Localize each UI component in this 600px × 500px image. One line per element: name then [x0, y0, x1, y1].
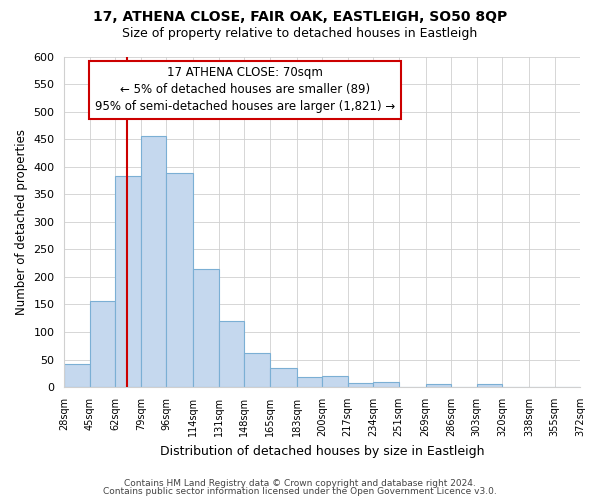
- Text: 17 ATHENA CLOSE: 70sqm
← 5% of detached houses are smaller (89)
95% of semi-deta: 17 ATHENA CLOSE: 70sqm ← 5% of detached …: [95, 66, 395, 114]
- Bar: [373, 382, 398, 387]
- Bar: [64, 364, 90, 387]
- X-axis label: Distribution of detached houses by size in Eastleigh: Distribution of detached houses by size …: [160, 444, 484, 458]
- Y-axis label: Number of detached properties: Number of detached properties: [15, 129, 28, 315]
- Bar: [219, 321, 244, 387]
- Bar: [476, 384, 502, 387]
- Bar: [347, 383, 373, 387]
- Bar: [115, 176, 141, 387]
- Text: Size of property relative to detached houses in Eastleigh: Size of property relative to detached ho…: [122, 28, 478, 40]
- Bar: [244, 353, 270, 387]
- Text: Contains public sector information licensed under the Open Government Licence v3: Contains public sector information licen…: [103, 487, 497, 496]
- Bar: [425, 384, 451, 387]
- Text: Contains HM Land Registry data © Crown copyright and database right 2024.: Contains HM Land Registry data © Crown c…: [124, 478, 476, 488]
- Bar: [141, 136, 166, 387]
- Text: 17, ATHENA CLOSE, FAIR OAK, EASTLEIGH, SO50 8QP: 17, ATHENA CLOSE, FAIR OAK, EASTLEIGH, S…: [93, 10, 507, 24]
- Bar: [90, 300, 115, 387]
- Bar: [322, 376, 347, 387]
- Bar: [193, 269, 219, 387]
- Bar: [270, 368, 297, 387]
- Bar: [297, 377, 322, 387]
- Bar: [166, 173, 193, 387]
